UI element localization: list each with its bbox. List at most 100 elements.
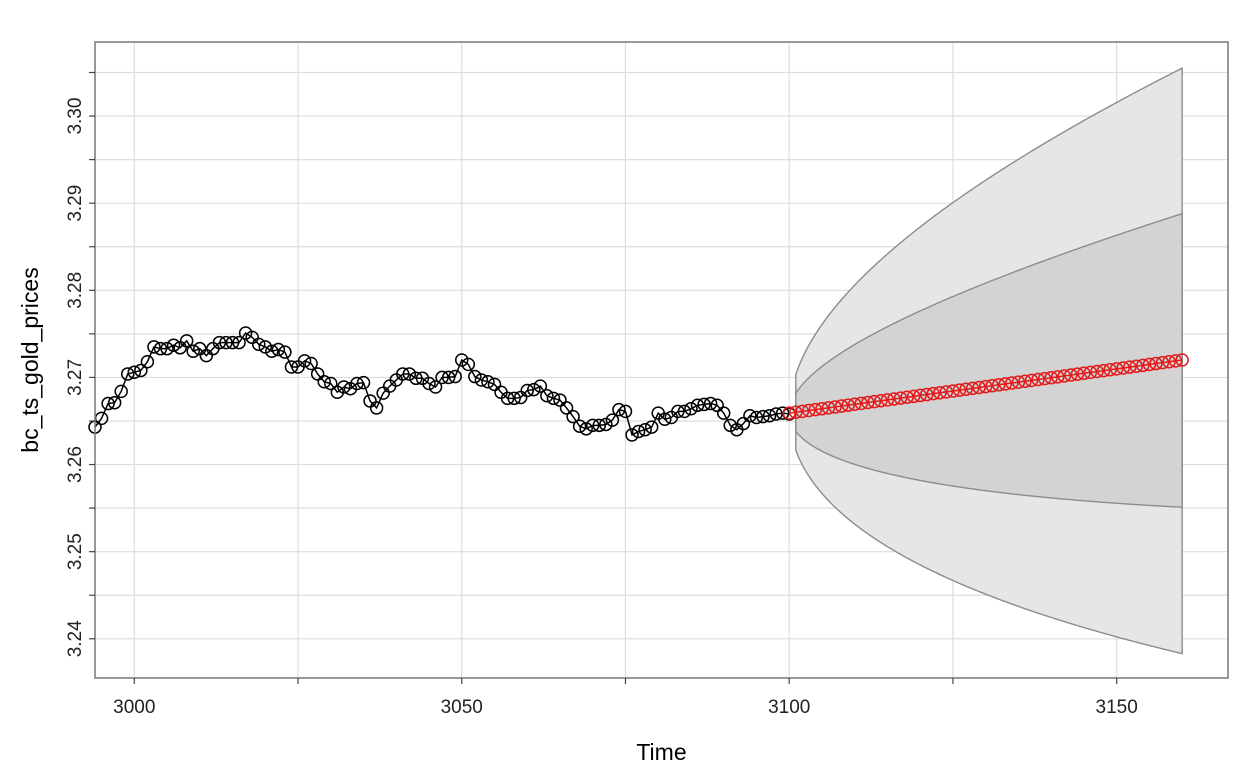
forecast-point (795, 404, 810, 419)
forecast-point (1149, 356, 1163, 371)
forecast-point (1018, 374, 1032, 389)
observed-point (369, 401, 384, 415)
x-tick-label: 3100 (768, 697, 810, 718)
forecast-point (847, 397, 862, 412)
observed-point (101, 396, 115, 411)
observed-point (114, 384, 128, 399)
observed-point (350, 376, 364, 391)
observed-point (337, 380, 351, 394)
y-tick-label: 3.25 (65, 533, 86, 570)
forecast-point (1083, 365, 1098, 380)
observed-point (297, 354, 312, 368)
forecast-point (900, 390, 914, 404)
observed-point (625, 428, 639, 442)
forecast-point (1011, 375, 1026, 389)
forecast-point (1136, 358, 1150, 373)
forecast-point (978, 379, 993, 394)
forecast-point (1070, 367, 1085, 381)
forecast-point (939, 385, 954, 399)
observed-point (756, 409, 770, 424)
x-tick-label: 3000 (113, 697, 155, 718)
forecast-point (1142, 357, 1157, 372)
forecast-point (815, 401, 829, 416)
y-tick-label: 3.27 (65, 359, 86, 396)
y-tick-label: 3.28 (65, 272, 86, 309)
observed-point (762, 409, 777, 423)
x-tick-label: 3150 (1096, 697, 1138, 718)
observed-point (592, 418, 607, 433)
observed-point (310, 367, 325, 381)
observed-point (435, 370, 449, 385)
observed-point (317, 375, 331, 389)
observed-point (271, 342, 286, 357)
observed-point (238, 326, 253, 340)
observed-point (684, 402, 698, 416)
observed-point (690, 398, 705, 413)
forecast-point (789, 405, 803, 420)
observed-point (448, 369, 462, 384)
y-tick-label: 3.30 (65, 98, 86, 135)
forecast-point (1129, 359, 1144, 373)
observed-point (468, 369, 482, 384)
forecast-point (1155, 355, 1170, 370)
observed-point (212, 335, 227, 350)
observed-point (697, 397, 711, 412)
forecast-point (1096, 363, 1111, 378)
observed-point (487, 377, 502, 392)
forecast-point (1168, 354, 1183, 368)
observed-point (481, 375, 495, 389)
forecast-point (1109, 362, 1124, 376)
observed-point (743, 409, 757, 423)
forecast-point (992, 378, 1006, 392)
observed-point (402, 367, 417, 381)
observed-point (422, 376, 436, 391)
forecast-point (919, 387, 934, 402)
forecast-point (972, 380, 986, 395)
observed-point (265, 344, 279, 359)
prediction-intervals (795, 67, 1183, 655)
forecast-point (1090, 364, 1104, 379)
observed-point (585, 418, 600, 433)
observed-point (166, 338, 181, 352)
forecast-point (1037, 371, 1052, 386)
forecast-point (913, 388, 927, 403)
forecast-point (828, 400, 842, 414)
forecast-point (959, 382, 973, 396)
observed-point (527, 382, 541, 397)
forecast-point (1044, 370, 1058, 385)
observed-point (533, 379, 548, 393)
observed-point (618, 404, 633, 419)
observed-point (775, 406, 790, 420)
observed-point (736, 416, 751, 431)
observed-point (134, 363, 148, 378)
observed-point (599, 417, 613, 432)
forecast-point (887, 392, 901, 406)
observed-point (559, 401, 574, 415)
observed-point (677, 404, 692, 419)
observed-point (186, 344, 200, 359)
observed-point (520, 383, 534, 398)
y-axis-title: bc_ts_gold_prices (17, 267, 43, 452)
x-axis-title: Time (636, 739, 686, 765)
observed-point (631, 424, 646, 439)
observed-point (356, 375, 371, 390)
observed-point (579, 422, 593, 436)
observed-point (153, 341, 168, 356)
observed-point (251, 337, 266, 352)
forecast-point (893, 391, 908, 405)
observed-point (232, 335, 246, 350)
observed-point (703, 396, 718, 411)
observed-point (179, 334, 194, 348)
observed-point (540, 388, 554, 403)
observed-point (278, 345, 292, 359)
forecast-point (808, 402, 823, 417)
observed-point (769, 407, 783, 421)
forecast-point (854, 396, 868, 411)
forecast-point (926, 386, 941, 401)
y-tick-label: 3.29 (65, 185, 86, 222)
observed-point (749, 410, 764, 425)
observed-point (671, 404, 685, 419)
forecast-point (965, 381, 980, 396)
forecast-point (861, 395, 875, 410)
